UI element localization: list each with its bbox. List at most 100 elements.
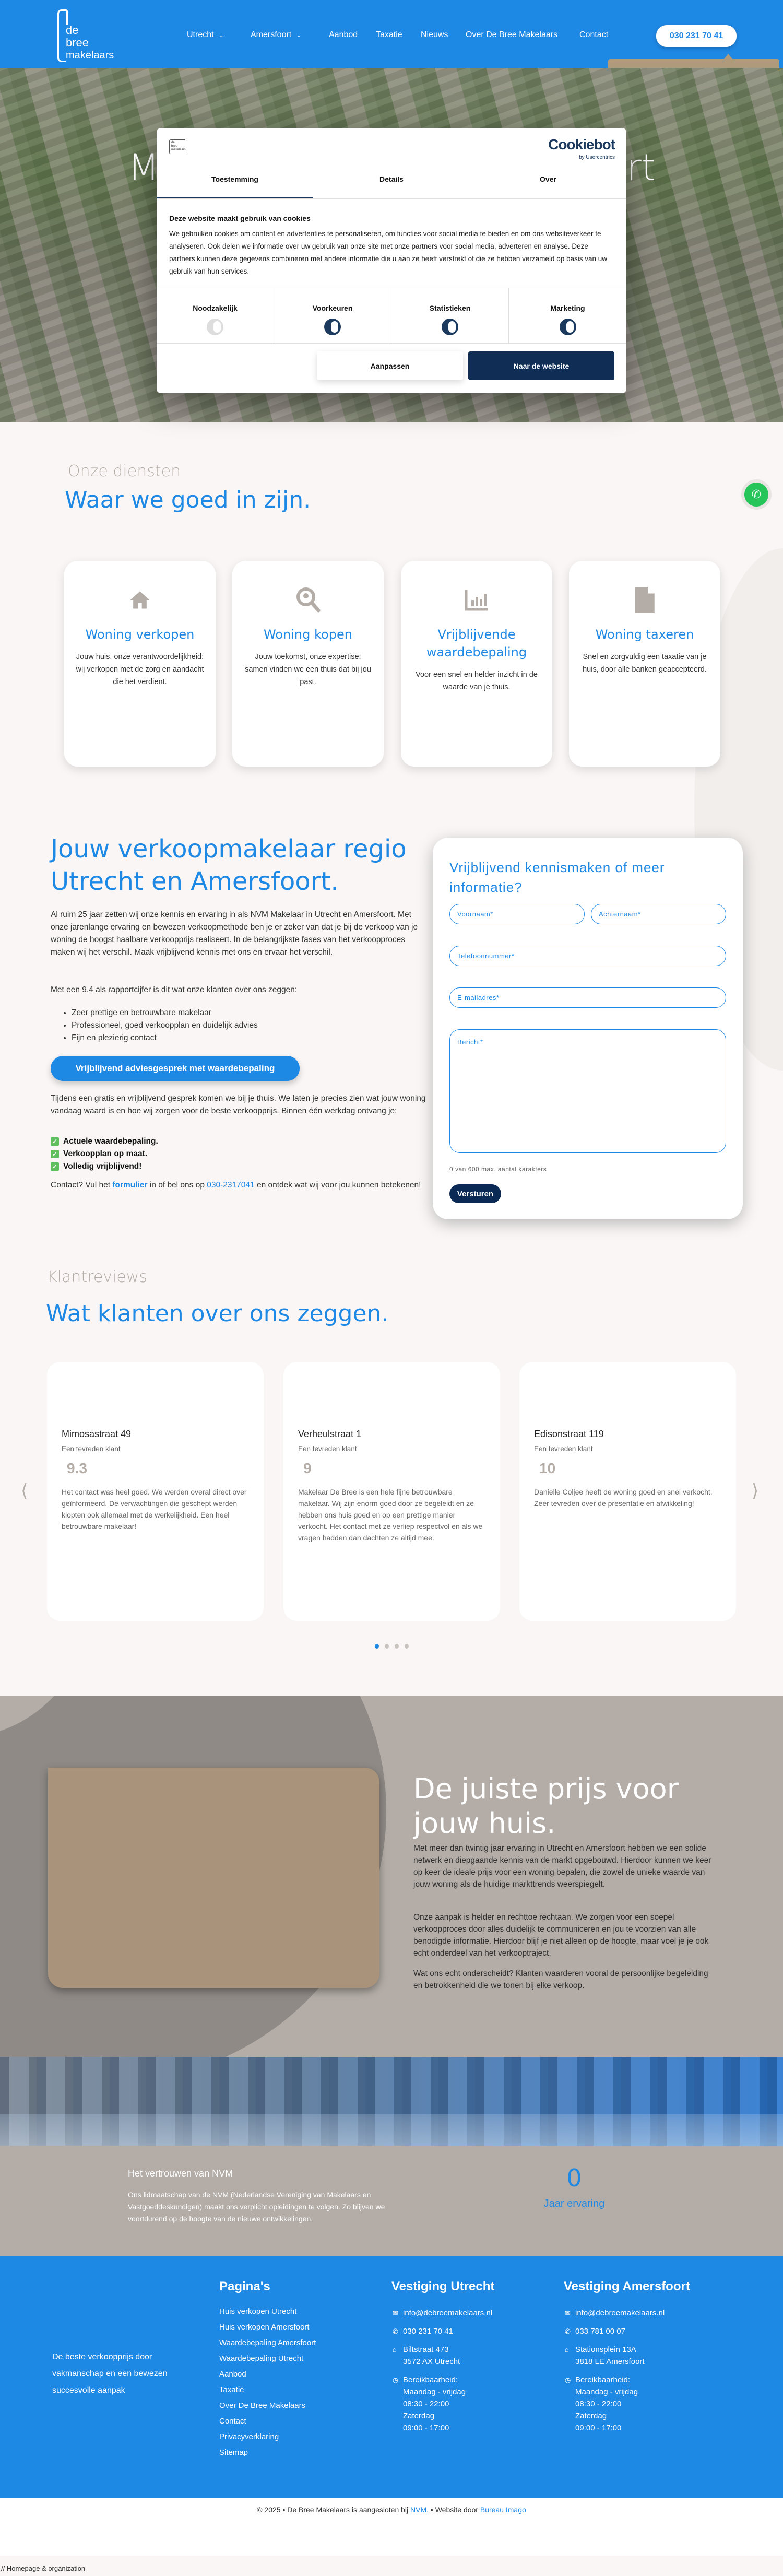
footer-link[interactable]: Aanbod [219,2370,246,2379]
first-name-input[interactable]: Voornaam* [449,904,585,924]
toggle-marketing[interactable] [559,319,576,335]
bullet-list: Zeer prettige en betrouwbare makelaar Pr… [51,1007,426,1044]
carousel-prev-icon[interactable]: ⟨ [21,1481,28,1501]
service-card[interactable]: Woning kopen Jouw toekomst, onze experti… [232,561,384,767]
message-textarea[interactable]: Bericht* [449,1029,726,1153]
price-paragraph: Met meer dan twintig jaar ervaring in Ut… [413,1844,711,1889]
form-link[interactable]: formulier [112,1181,148,1190]
footer-link[interactable]: Taxatie [219,2385,244,2394]
logo-text: de [171,141,175,144]
review-text: Danielle Coljee heeft de woning goed en … [534,1488,713,1508]
category-label: Noodzakelijk [193,304,238,312]
last-name-input[interactable]: Achternaam* [591,904,726,924]
logo-text: bree [171,145,178,148]
tab-over[interactable]: Over [540,175,556,183]
hours-line: 08:30 - 22:00 [575,2399,622,2408]
review-address: Edisonstraat 119 [534,1429,604,1439]
toggle-statistieken[interactable] [442,319,458,335]
bureau-imago-link[interactable]: Bureau Imago [480,2506,526,2514]
footer-link[interactable]: Contact [219,2417,246,2426]
submit-button[interactable]: Versturen [449,1184,501,1203]
service-card[interactable]: Vrijblijvende waardebepaling Voor een sn… [401,561,552,767]
footer-heading: Vestiging Utrecht [392,2279,495,2293]
char-counter: 0 van 600 max. aantal karakters [449,1166,547,1173]
carousel-dot[interactable] [405,1644,409,1649]
footer-link[interactable]: Waardebepaling Utrecht [219,2354,304,2363]
nav-label: Amersfoort [251,30,292,39]
street-texture [0,2114,783,2146]
search-location-icon [244,582,372,618]
chevron-down-icon: ⌄ [219,32,224,39]
advice-cta-button[interactable]: Vrijblijvend adviesgesprek met waardebep… [51,1056,300,1081]
email-input[interactable]: E-mailadres* [449,987,726,1008]
service-title: Vrijblijvende waardebepaling [426,627,527,660]
service-card[interactable]: Woning taxeren Snel en zorgvuldig een ta… [569,561,720,767]
nav-aanbod[interactable]: Aanbod [329,30,358,39]
phone-link[interactable]: 030-2317041 [207,1181,255,1190]
nav-over[interactable]: Over De Bree Makelaars [466,30,558,39]
tab-toestemming[interactable]: Toestemming [211,175,258,183]
office-phone[interactable]: 030 231 70 41 [403,2327,453,2336]
clock-icon: ◷ [565,2376,571,2384]
service-card[interactable]: Woning verkopen Jouw huis, onze verantwo… [64,561,216,767]
customize-button[interactable]: Aanpassen [317,351,463,380]
phone-icon: ✆ [393,2327,398,2335]
office-phone[interactable]: 033 781 00 07 [575,2327,625,2336]
office-city: 3572 AX Utrecht [403,2357,460,2366]
nav-taxatie[interactable]: Taxatie [376,30,402,39]
dialog-title: Deze website maakt gebruik van cookies [169,214,311,222]
nav-utrecht[interactable]: Utrecht ⌄ [187,30,224,40]
toggle-voorkeuren[interactable] [324,319,341,335]
nav-amersfoort[interactable]: Amersfoort ⌄ [251,30,301,40]
list-item: Fijn en plezierig contact [72,1032,426,1044]
whatsapp-button[interactable]: ✆ [741,479,772,510]
hero-title-fragment: M [128,146,160,189]
phone-input[interactable]: Telefoonnummer* [449,946,726,966]
footer-link[interactable]: Huis verkopen Amersfoort [219,2323,310,2332]
footer-link[interactable]: Huis verkopen Utrecht [219,2307,297,2316]
contact-text: in of bel ons op [147,1181,207,1190]
hours-title: Bereikbaarheid: [575,2375,631,2384]
carousel-next-icon[interactable]: ⟩ [752,1481,759,1501]
service-title: Woning verkopen [85,627,195,642]
consent-categories: Noodzakelijk Voorkeuren Statistieken Mar… [157,288,626,343]
check-label: Volledig vrijblijvend! [63,1162,142,1171]
phone-button[interactable]: 030 231 70 41 [656,25,737,47]
carousel-dot-active[interactable] [375,1644,379,1649]
footer-link[interactable]: Over De Bree Makelaars [219,2401,306,2410]
logo-text: de [66,23,79,37]
price-title: De juiste prijs voor jouw huis. [413,1772,679,1840]
divider [157,198,626,199]
nvm-link[interactable]: NVM. [410,2506,429,2514]
nav-contact[interactable]: Contact [579,30,609,39]
footer-link[interactable]: Sitemap [219,2448,248,2457]
footer-link[interactable]: Privacyverklaring [219,2432,279,2441]
nav-nieuws[interactable]: Nieuws [421,30,448,39]
hours-line: Maandag - vrijdag [575,2387,638,2396]
nvm-section: Het vertrouwen van NVM Ons lidmaatschap … [0,2146,783,2256]
category-label: Voorkeuren [312,304,353,312]
brand-sub: by Usercentrics [579,155,615,160]
review-card: Mimosastraat 49 Een tevreden klant 9.3 Het … [47,1362,264,1621]
review-score: 9.3 [67,1460,87,1476]
office-row: ⌂ Biltstraat 473 3572 AX Utrecht [393,2344,492,2368]
office-email[interactable]: info@debreemakelaars.nl [403,2309,493,2318]
carousel-dot[interactable] [385,1644,389,1649]
logo-text: makelaars [66,50,114,61]
office-email[interactable]: info@debreemakelaars.nl [575,2309,665,2318]
accept-button[interactable]: Naar de website [468,351,614,380]
carousel-dot[interactable] [395,1644,399,1649]
office-row: ✉ info@debreemakelaars.nl [565,2307,665,2319]
logo[interactable]: de bree makelaars [57,9,125,62]
divider [157,343,626,344]
office-city: 3818 LE Amersfoort [575,2357,645,2366]
footer-tagline: De beste verkoopprijs door vakmanschap e… [52,2352,168,2395]
hero-title-fragment: rt [626,146,656,189]
list-item: Zeer prettige en betrouwbare makelaar [72,1007,426,1019]
review-text: Makelaar De Bree is een hele fijne betro… [298,1488,483,1542]
copyright: © 2025 • De Bree Makelaars is aangeslote… [0,2498,783,2556]
tab-details[interactable]: Details [379,175,404,183]
footer-link[interactable]: Waardebepaling Amersfoort [219,2338,316,2347]
office-row: ✆ 033 781 00 07 [565,2325,665,2337]
home-icon: ⌂ [393,2346,397,2354]
